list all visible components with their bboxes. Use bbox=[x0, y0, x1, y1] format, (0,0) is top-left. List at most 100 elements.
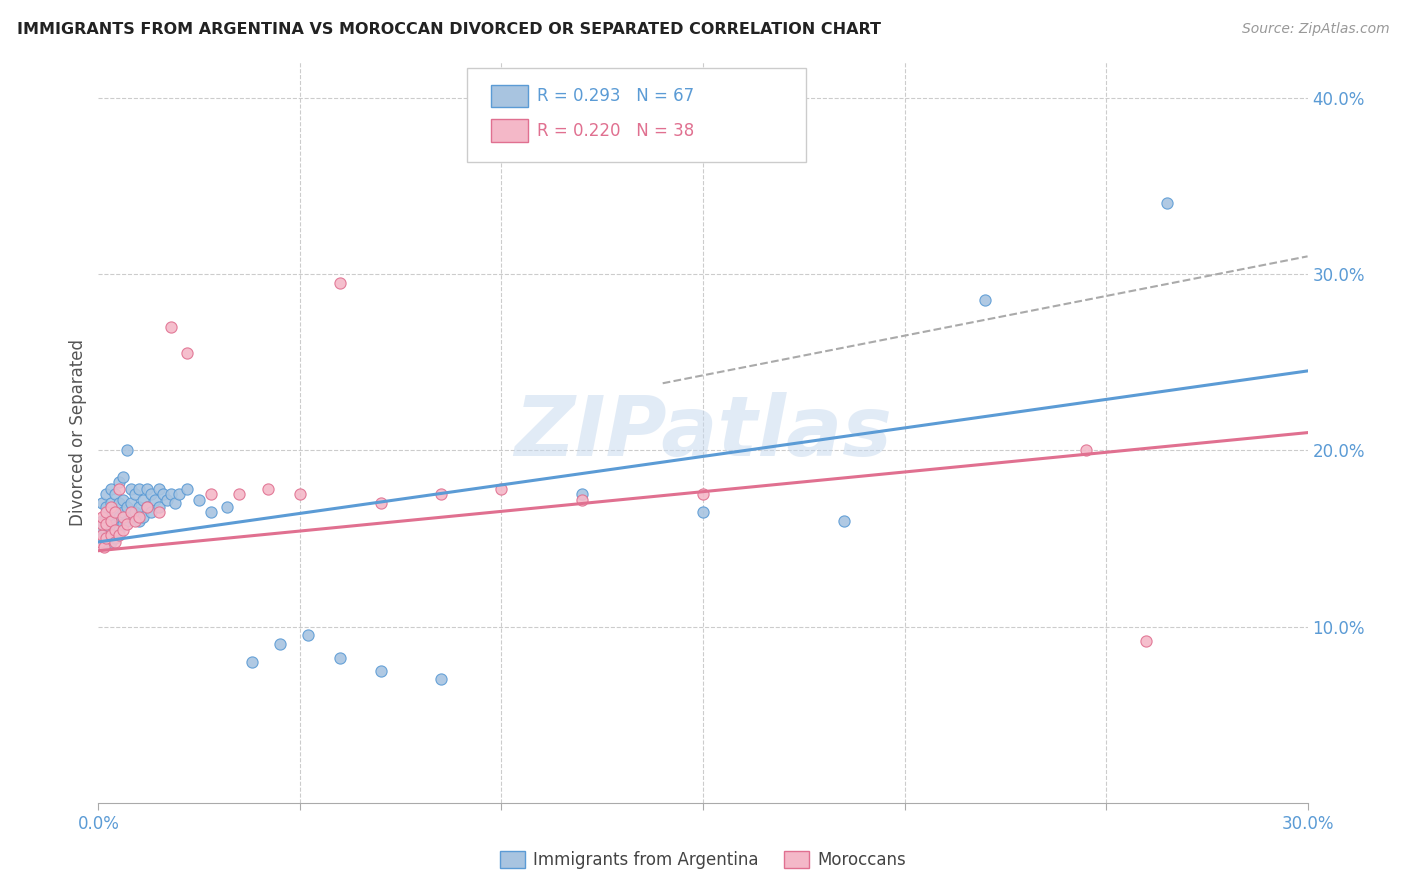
Point bbox=[89, 523, 111, 537]
Point bbox=[107, 510, 129, 524]
Bar bbox=[492, 120, 527, 142]
Point bbox=[103, 505, 125, 519]
Point bbox=[93, 535, 115, 549]
Point bbox=[128, 500, 150, 514]
Point bbox=[430, 487, 453, 501]
Point bbox=[96, 523, 118, 537]
Text: R = 0.220   N = 38: R = 0.220 N = 38 bbox=[537, 121, 695, 139]
Point bbox=[1135, 633, 1157, 648]
Point bbox=[692, 505, 714, 519]
Point bbox=[111, 505, 134, 519]
Point bbox=[167, 487, 190, 501]
FancyBboxPatch shape bbox=[467, 68, 806, 162]
Point bbox=[1074, 443, 1097, 458]
Point bbox=[96, 510, 118, 524]
Point bbox=[124, 505, 146, 519]
Point bbox=[107, 475, 129, 489]
Point bbox=[256, 482, 278, 496]
Point bbox=[111, 510, 134, 524]
Point bbox=[491, 482, 513, 496]
Point bbox=[96, 517, 118, 532]
Point bbox=[139, 505, 162, 519]
Point bbox=[135, 482, 157, 496]
Text: IMMIGRANTS FROM ARGENTINA VS MOROCCAN DIVORCED OR SEPARATED CORRELATION CHART: IMMIGRANTS FROM ARGENTINA VS MOROCCAN DI… bbox=[17, 22, 882, 37]
Point bbox=[128, 482, 150, 496]
Point bbox=[152, 487, 174, 501]
Point bbox=[124, 514, 146, 528]
Point bbox=[96, 505, 118, 519]
Point bbox=[120, 496, 142, 510]
Point bbox=[100, 500, 122, 514]
Point bbox=[200, 505, 222, 519]
Point bbox=[156, 492, 179, 507]
Y-axis label: Divorced or Separated: Divorced or Separated bbox=[69, 339, 87, 526]
Point bbox=[96, 500, 118, 514]
Point bbox=[96, 487, 118, 501]
Point bbox=[111, 517, 134, 532]
Point bbox=[832, 514, 855, 528]
Point bbox=[329, 651, 352, 665]
Point bbox=[103, 535, 125, 549]
Point bbox=[176, 482, 198, 496]
Point bbox=[430, 673, 453, 687]
Point bbox=[128, 510, 150, 524]
Point bbox=[124, 487, 146, 501]
Point bbox=[148, 482, 170, 496]
Point bbox=[103, 517, 125, 532]
Point bbox=[120, 510, 142, 524]
Point bbox=[176, 346, 198, 360]
Point bbox=[93, 540, 115, 554]
Point bbox=[97, 528, 120, 542]
Point bbox=[269, 637, 291, 651]
Point bbox=[115, 500, 138, 514]
Point bbox=[91, 532, 114, 546]
Point bbox=[571, 492, 593, 507]
Point bbox=[143, 492, 166, 507]
Point bbox=[100, 523, 122, 537]
Point bbox=[188, 492, 211, 507]
Point bbox=[148, 500, 170, 514]
Point bbox=[91, 528, 114, 542]
Point bbox=[163, 496, 186, 510]
Point bbox=[115, 517, 138, 532]
Point bbox=[120, 482, 142, 496]
Text: R = 0.293   N = 67: R = 0.293 N = 67 bbox=[537, 87, 695, 104]
Point bbox=[111, 469, 134, 483]
Point bbox=[107, 496, 129, 510]
Point bbox=[91, 514, 114, 528]
Point bbox=[100, 510, 122, 524]
Point bbox=[160, 319, 183, 334]
Point bbox=[974, 293, 997, 308]
Point bbox=[148, 505, 170, 519]
Text: Source: ZipAtlas.com: Source: ZipAtlas.com bbox=[1241, 22, 1389, 37]
Point bbox=[96, 532, 118, 546]
Point bbox=[370, 664, 392, 678]
Point bbox=[111, 492, 134, 507]
Point bbox=[91, 517, 114, 532]
Text: ZIPatlas: ZIPatlas bbox=[515, 392, 891, 473]
Point bbox=[135, 500, 157, 514]
Point bbox=[111, 523, 134, 537]
Point bbox=[1156, 196, 1178, 211]
Point bbox=[120, 505, 142, 519]
Point bbox=[135, 500, 157, 514]
Point bbox=[100, 535, 122, 549]
Point bbox=[107, 523, 129, 537]
Point bbox=[103, 487, 125, 501]
Point bbox=[103, 532, 125, 546]
Point bbox=[103, 523, 125, 537]
Point bbox=[115, 443, 138, 458]
Point bbox=[103, 505, 125, 519]
Bar bbox=[492, 85, 527, 107]
Point bbox=[240, 655, 263, 669]
Point bbox=[200, 487, 222, 501]
Point bbox=[139, 487, 162, 501]
Point bbox=[107, 482, 129, 496]
Point bbox=[571, 487, 593, 501]
Point bbox=[100, 514, 122, 528]
Point bbox=[288, 487, 311, 501]
Point bbox=[228, 487, 250, 501]
Point bbox=[329, 276, 352, 290]
Point bbox=[160, 487, 183, 501]
Point bbox=[115, 514, 138, 528]
